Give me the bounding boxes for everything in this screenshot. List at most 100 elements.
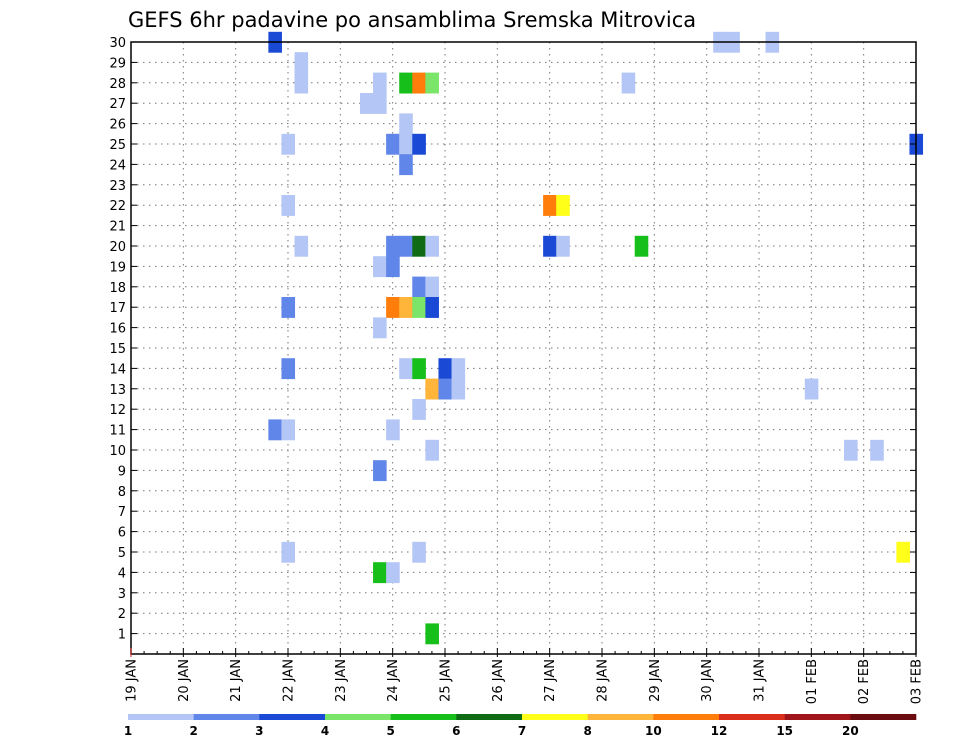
colorbar-swatch bbox=[390, 714, 457, 720]
data-cell bbox=[543, 195, 557, 216]
data-cell bbox=[373, 460, 387, 482]
colorbar: 1 2 3 4 5 6 7 8 10 12 15 20 bbox=[124, 714, 917, 738]
data-cell bbox=[425, 235, 439, 257]
data-cell bbox=[412, 276, 426, 298]
y-tick-label: 27 bbox=[109, 97, 126, 112]
x-tick-label: 28 JAN bbox=[596, 659, 611, 702]
data-cell bbox=[399, 235, 413, 257]
data-cell bbox=[425, 623, 439, 645]
y-tick-label: 23 bbox=[109, 179, 126, 194]
data-cell bbox=[451, 378, 466, 400]
colorbar-swatch bbox=[522, 714, 588, 720]
colorbar-swatch bbox=[456, 714, 523, 720]
colorbar-label: 20 bbox=[842, 724, 859, 738]
y-tick-label: 2 bbox=[118, 607, 126, 622]
x-tick-label: 31 JAN bbox=[753, 659, 768, 702]
y-tick-label: 30 bbox=[109, 36, 126, 51]
y-tick-label: 6 bbox=[118, 526, 126, 541]
y-tick-label: 18 bbox=[109, 281, 126, 296]
data-cell bbox=[281, 133, 296, 155]
data-cell bbox=[386, 297, 400, 318]
data-cell bbox=[556, 235, 570, 257]
colorbar-swatch bbox=[128, 714, 194, 720]
y-tick-label: 12 bbox=[109, 403, 126, 418]
data-cell bbox=[399, 154, 413, 176]
data-cell bbox=[281, 358, 296, 380]
data-cell bbox=[412, 541, 426, 563]
data-cell bbox=[386, 133, 400, 155]
data-cell bbox=[386, 235, 400, 257]
colorbar-label: 12 bbox=[711, 724, 728, 738]
y-tick-label: 17 bbox=[109, 301, 126, 316]
gridlines bbox=[131, 42, 916, 654]
data-cell bbox=[359, 93, 374, 114]
colorbar-swatch bbox=[259, 714, 326, 720]
data-cell bbox=[425, 276, 439, 298]
data-cell bbox=[373, 562, 387, 584]
colorbar-label: 3 bbox=[255, 724, 263, 738]
data-cell bbox=[844, 439, 858, 461]
data-cell bbox=[386, 256, 400, 278]
colorbar-swatch bbox=[850, 714, 917, 720]
x-tick-label: 30 JAN bbox=[700, 659, 715, 702]
y-tick-label: 11 bbox=[109, 424, 126, 439]
data-cell bbox=[373, 72, 387, 94]
colorbar-swatch bbox=[193, 714, 260, 720]
x-tick-label: 20 JAN bbox=[177, 659, 192, 702]
y-tick-label: 13 bbox=[109, 383, 126, 398]
data-cell bbox=[281, 419, 296, 441]
colorbar-label: 10 bbox=[645, 724, 662, 738]
colorbar-swatch bbox=[653, 714, 720, 720]
x-tick-label: 27 JAN bbox=[543, 659, 558, 702]
data-cell bbox=[412, 72, 426, 94]
data-cell bbox=[373, 256, 387, 278]
y-tick-label: 22 bbox=[109, 199, 126, 214]
data-cell bbox=[268, 419, 282, 441]
colorbar-label: 5 bbox=[386, 724, 394, 738]
data-cell bbox=[399, 72, 413, 94]
y-tick-label: 15 bbox=[109, 342, 126, 357]
y-tick-label: 14 bbox=[109, 362, 126, 377]
colorbar-swatch bbox=[325, 714, 391, 720]
data-cell bbox=[281, 297, 296, 318]
x-tick-label: 02 FEB bbox=[857, 659, 872, 704]
y-tick-label: 8 bbox=[118, 485, 126, 500]
y-tick-label: 3 bbox=[118, 587, 126, 602]
data-cell bbox=[451, 358, 466, 380]
data-cell bbox=[412, 399, 426, 420]
colorbar-label: 8 bbox=[583, 724, 591, 738]
data-cell bbox=[412, 297, 426, 318]
y-axis: 1234567891011121314151617181920212223242… bbox=[109, 36, 916, 643]
colorbar-swatch bbox=[719, 714, 785, 720]
y-tick-label: 29 bbox=[109, 56, 126, 71]
data-cell bbox=[543, 235, 557, 257]
x-tick-label: 25 JAN bbox=[439, 659, 454, 702]
y-tick-label: 25 bbox=[109, 138, 126, 153]
colorbar-label: 1 bbox=[124, 724, 132, 738]
data-cell bbox=[621, 72, 636, 94]
y-tick-label: 7 bbox=[118, 505, 126, 520]
y-tick-label: 5 bbox=[118, 546, 126, 561]
data-cell bbox=[425, 72, 439, 94]
colorbar-label: 4 bbox=[321, 724, 329, 738]
data-cell bbox=[438, 358, 453, 380]
data-cell bbox=[425, 297, 439, 318]
data-cell bbox=[294, 52, 309, 74]
data-cell bbox=[425, 378, 439, 400]
data-cell bbox=[399, 358, 413, 380]
data-cells bbox=[268, 31, 924, 645]
data-cell bbox=[373, 317, 387, 339]
colorbar-label: 6 bbox=[452, 724, 460, 738]
chart-title: GEFS 6hr padavine po ansamblima Sremska … bbox=[128, 8, 696, 32]
data-cell bbox=[399, 133, 413, 155]
x-axis: 19 JAN 20 JAN 21 JAN 22 JAN 23 JAN 24 JAN 25 J… bbox=[125, 648, 925, 704]
data-cell bbox=[412, 235, 426, 257]
y-tick-label: 10 bbox=[109, 444, 126, 459]
data-cell bbox=[412, 358, 426, 380]
data-cell bbox=[373, 93, 387, 114]
y-tick-label: 9 bbox=[118, 464, 126, 479]
x-tick-label: 26 JAN bbox=[491, 659, 506, 702]
data-cell bbox=[386, 419, 400, 441]
y-tick-label: 28 bbox=[109, 77, 126, 92]
colorbar-label: 2 bbox=[189, 724, 197, 738]
